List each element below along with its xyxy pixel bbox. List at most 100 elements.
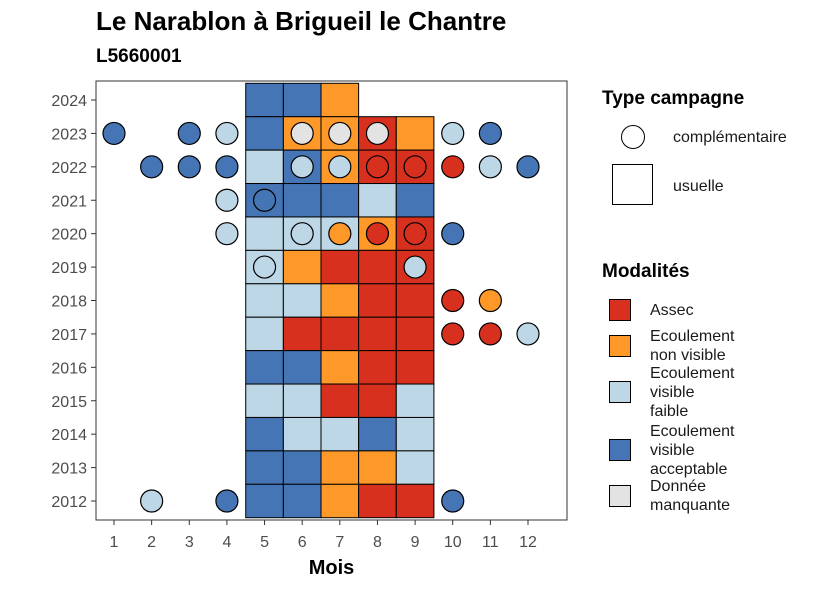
point-complementaire: [215, 222, 239, 246]
tile-usuelle: [320, 283, 360, 318]
tile-usuelle: [282, 316, 322, 352]
x-tick-label: 11: [482, 534, 499, 551]
tile-usuelle: [245, 283, 284, 318]
tile-usuelle: [358, 383, 397, 418]
tile-usuelle: [320, 82, 360, 118]
legend-label-assec: Assec: [650, 301, 694, 320]
point-complementaire: [365, 222, 390, 246]
x-tick-label: 4: [222, 534, 231, 551]
point-complementaire: [140, 155, 164, 179]
point-complementaire: [478, 155, 502, 179]
point-complementaire: [516, 155, 540, 179]
point-complementaire: [441, 489, 465, 513]
tile-usuelle: [245, 149, 284, 185]
point-complementaire: [290, 121, 314, 146]
point-complementaire: [403, 155, 427, 179]
tile-usuelle: [245, 450, 284, 485]
point-complementaire: [252, 255, 277, 279]
y-tick-label: 2021: [51, 193, 87, 210]
tile-usuelle: [395, 450, 435, 485]
legend-key-circle: [621, 125, 645, 149]
legend-label-line: faible: [650, 402, 689, 420]
legend-label-line: Ecoulement: [650, 328, 735, 345]
tile-usuelle: [358, 350, 397, 385]
legend-label-line: manquante: [650, 497, 731, 514]
point-complementaire: [140, 489, 164, 513]
legend-label-line: visible: [650, 441, 695, 459]
tile-usuelle: [320, 183, 360, 218]
legend-key-ecoulement_visible_acceptable: [609, 439, 631, 461]
point-complementaire: [441, 222, 465, 246]
tile-usuelle: [358, 283, 397, 318]
point-complementaire: [441, 322, 465, 346]
point-complementaire: [328, 121, 352, 146]
point-complementaire: [328, 222, 352, 246]
tile-usuelle: [320, 316, 360, 352]
legend-label-line: visible: [650, 383, 695, 401]
point-complementaire: [215, 155, 239, 179]
x-tick-label: 8: [373, 534, 382, 551]
tile-usuelle: [395, 416, 435, 452]
legend-label-line: Assec: [650, 301, 694, 319]
y-tick-label: 2020: [51, 227, 87, 244]
tile-usuelle: [320, 416, 360, 452]
point-complementaire: [215, 188, 239, 212]
point-complementaire: [328, 155, 352, 179]
point-complementaire: [177, 121, 201, 146]
tile-usuelle: [245, 383, 284, 418]
legend-label-ecoulement_visible_faible: Ecoulement visible faible: [650, 364, 735, 421]
legend-title-modalites: Modalités: [602, 261, 690, 282]
y-tick-label: 2018: [51, 294, 87, 311]
y-tick-label: 2017: [51, 327, 87, 344]
tile-usuelle: [245, 216, 284, 251]
y-tick-label: 2013: [51, 461, 87, 478]
tile-usuelle: [320, 249, 360, 285]
legend-key-ecoulement_non_visible: [609, 335, 631, 357]
tile-usuelle: [245, 316, 284, 352]
tile-usuelle: [358, 483, 397, 519]
tile-usuelle: [282, 183, 322, 218]
tile-usuelle: [358, 450, 397, 485]
legend-key-square: [612, 164, 653, 205]
point-complementaire: [290, 222, 314, 246]
tile-usuelle: [395, 116, 435, 151]
point-complementaire: [365, 155, 390, 179]
tile-usuelle: [282, 416, 322, 452]
tile-usuelle: [245, 416, 284, 452]
tile-usuelle: [245, 116, 284, 151]
point-complementaire: [441, 155, 465, 179]
legend-key-ecoulement_visible_faible: [609, 381, 631, 403]
tile-usuelle: [282, 283, 322, 318]
legend-key-assec: [609, 299, 631, 321]
chart-subtitle: L5660001: [96, 46, 182, 67]
tile-usuelle: [320, 483, 360, 519]
tile-usuelle: [245, 483, 284, 519]
tile-usuelle: [395, 283, 435, 318]
tile-usuelle: [245, 350, 284, 385]
tile-usuelle: [358, 183, 397, 218]
y-tick-label: 2023: [51, 126, 87, 143]
point-complementaire: [102, 121, 126, 146]
x-tick-label: 7: [335, 534, 344, 551]
point-complementaire: [441, 288, 465, 313]
legend-label-line: non visible: [650, 347, 726, 364]
y-tick-label: 2012: [51, 494, 87, 511]
legend-label-campagne: complémentaire: [673, 129, 787, 146]
x-tick-label: 5: [260, 534, 269, 551]
legend-label-line: Donnée: [650, 478, 707, 495]
x-tick-label: 6: [298, 534, 307, 551]
y-tick-label: 2015: [51, 394, 87, 411]
point-complementaire: [478, 288, 502, 313]
point-complementaire: [365, 121, 390, 146]
x-tick-label: 3: [185, 534, 194, 551]
chart-title: Le Narablon à Brigueil le Chantre: [96, 6, 507, 36]
tile-usuelle: [282, 483, 322, 519]
legend-label-line: Ecoulement: [650, 364, 735, 382]
y-tick-label: 2022: [51, 160, 87, 177]
tile-usuelle: [245, 82, 284, 118]
point-complementaire: [478, 121, 502, 146]
tile-usuelle: [395, 183, 435, 218]
x-tick-label: 9: [411, 534, 420, 551]
tile-usuelle: [395, 383, 435, 418]
